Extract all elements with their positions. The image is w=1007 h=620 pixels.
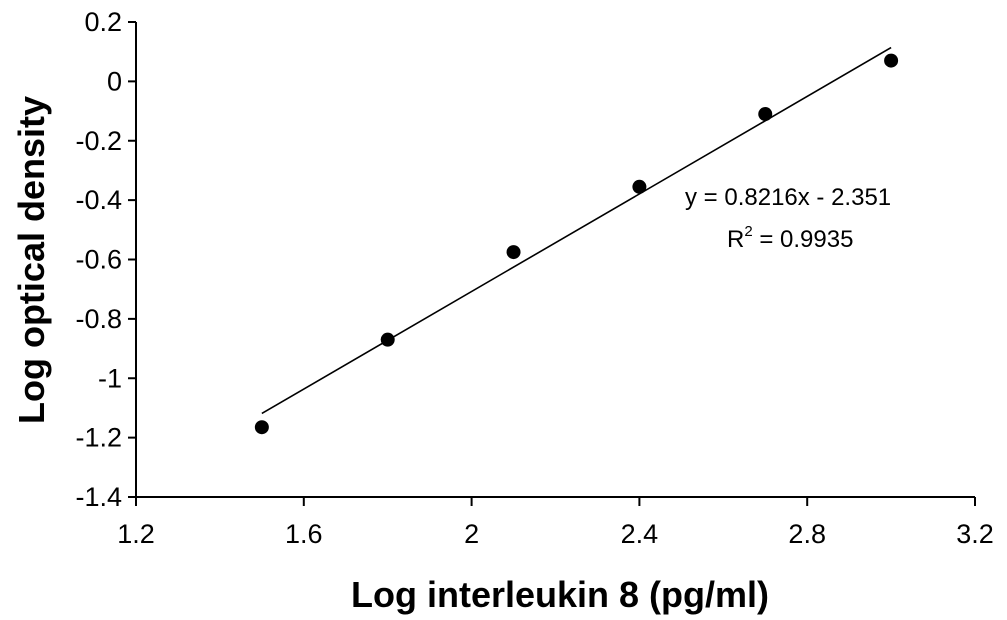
y-tick-label: -1.4	[75, 482, 122, 512]
x-axis-title: Log interleukin 8 (pg/ml)	[351, 574, 769, 615]
y-tick-label: -0.8	[75, 304, 122, 334]
data-point	[254, 420, 269, 435]
data-points	[254, 53, 899, 435]
y-tick-label: -0.2	[75, 126, 122, 156]
trendline-equation: y = 0.8216x - 2.351	[685, 184, 891, 211]
data-point	[506, 245, 521, 260]
trendline	[261, 46, 892, 415]
x-axis-ticks: 1.2 1.6 2 2.4 2.8 3.2	[117, 497, 994, 549]
y-axis-ticks: 0.2 0 -0.2 -0.4 -0.6 -0.8 -1 -1.2 -1.4	[75, 7, 136, 512]
data-point	[380, 332, 395, 347]
y-tick-label: -1	[98, 363, 122, 393]
x-tick-label: 1.6	[285, 519, 323, 549]
data-point	[632, 179, 647, 194]
x-tick-label: 2.4	[621, 519, 659, 549]
x-tick-label: 2.8	[788, 519, 826, 549]
x-tick-label: 2	[464, 519, 479, 549]
y-tick-label: -0.6	[75, 245, 122, 275]
y-tick-label: -1.2	[75, 423, 122, 453]
y-axis-title: Log optical density	[11, 96, 52, 424]
x-tick-label: 1.2	[117, 519, 155, 549]
y-tick-label: 0	[107, 66, 122, 96]
r-squared-label: R2 = 0.9935	[727, 223, 853, 253]
x-tick-label: 3.2	[956, 519, 994, 549]
r-squared-exponent: 2	[744, 223, 752, 240]
r-squared-prefix: R	[727, 226, 744, 253]
y-tick-label: -0.4	[75, 185, 122, 215]
r-squared-value: = 0.9935	[753, 226, 854, 253]
data-point	[758, 107, 773, 122]
y-tick-label: 0.2	[84, 7, 122, 37]
data-point	[884, 53, 899, 68]
